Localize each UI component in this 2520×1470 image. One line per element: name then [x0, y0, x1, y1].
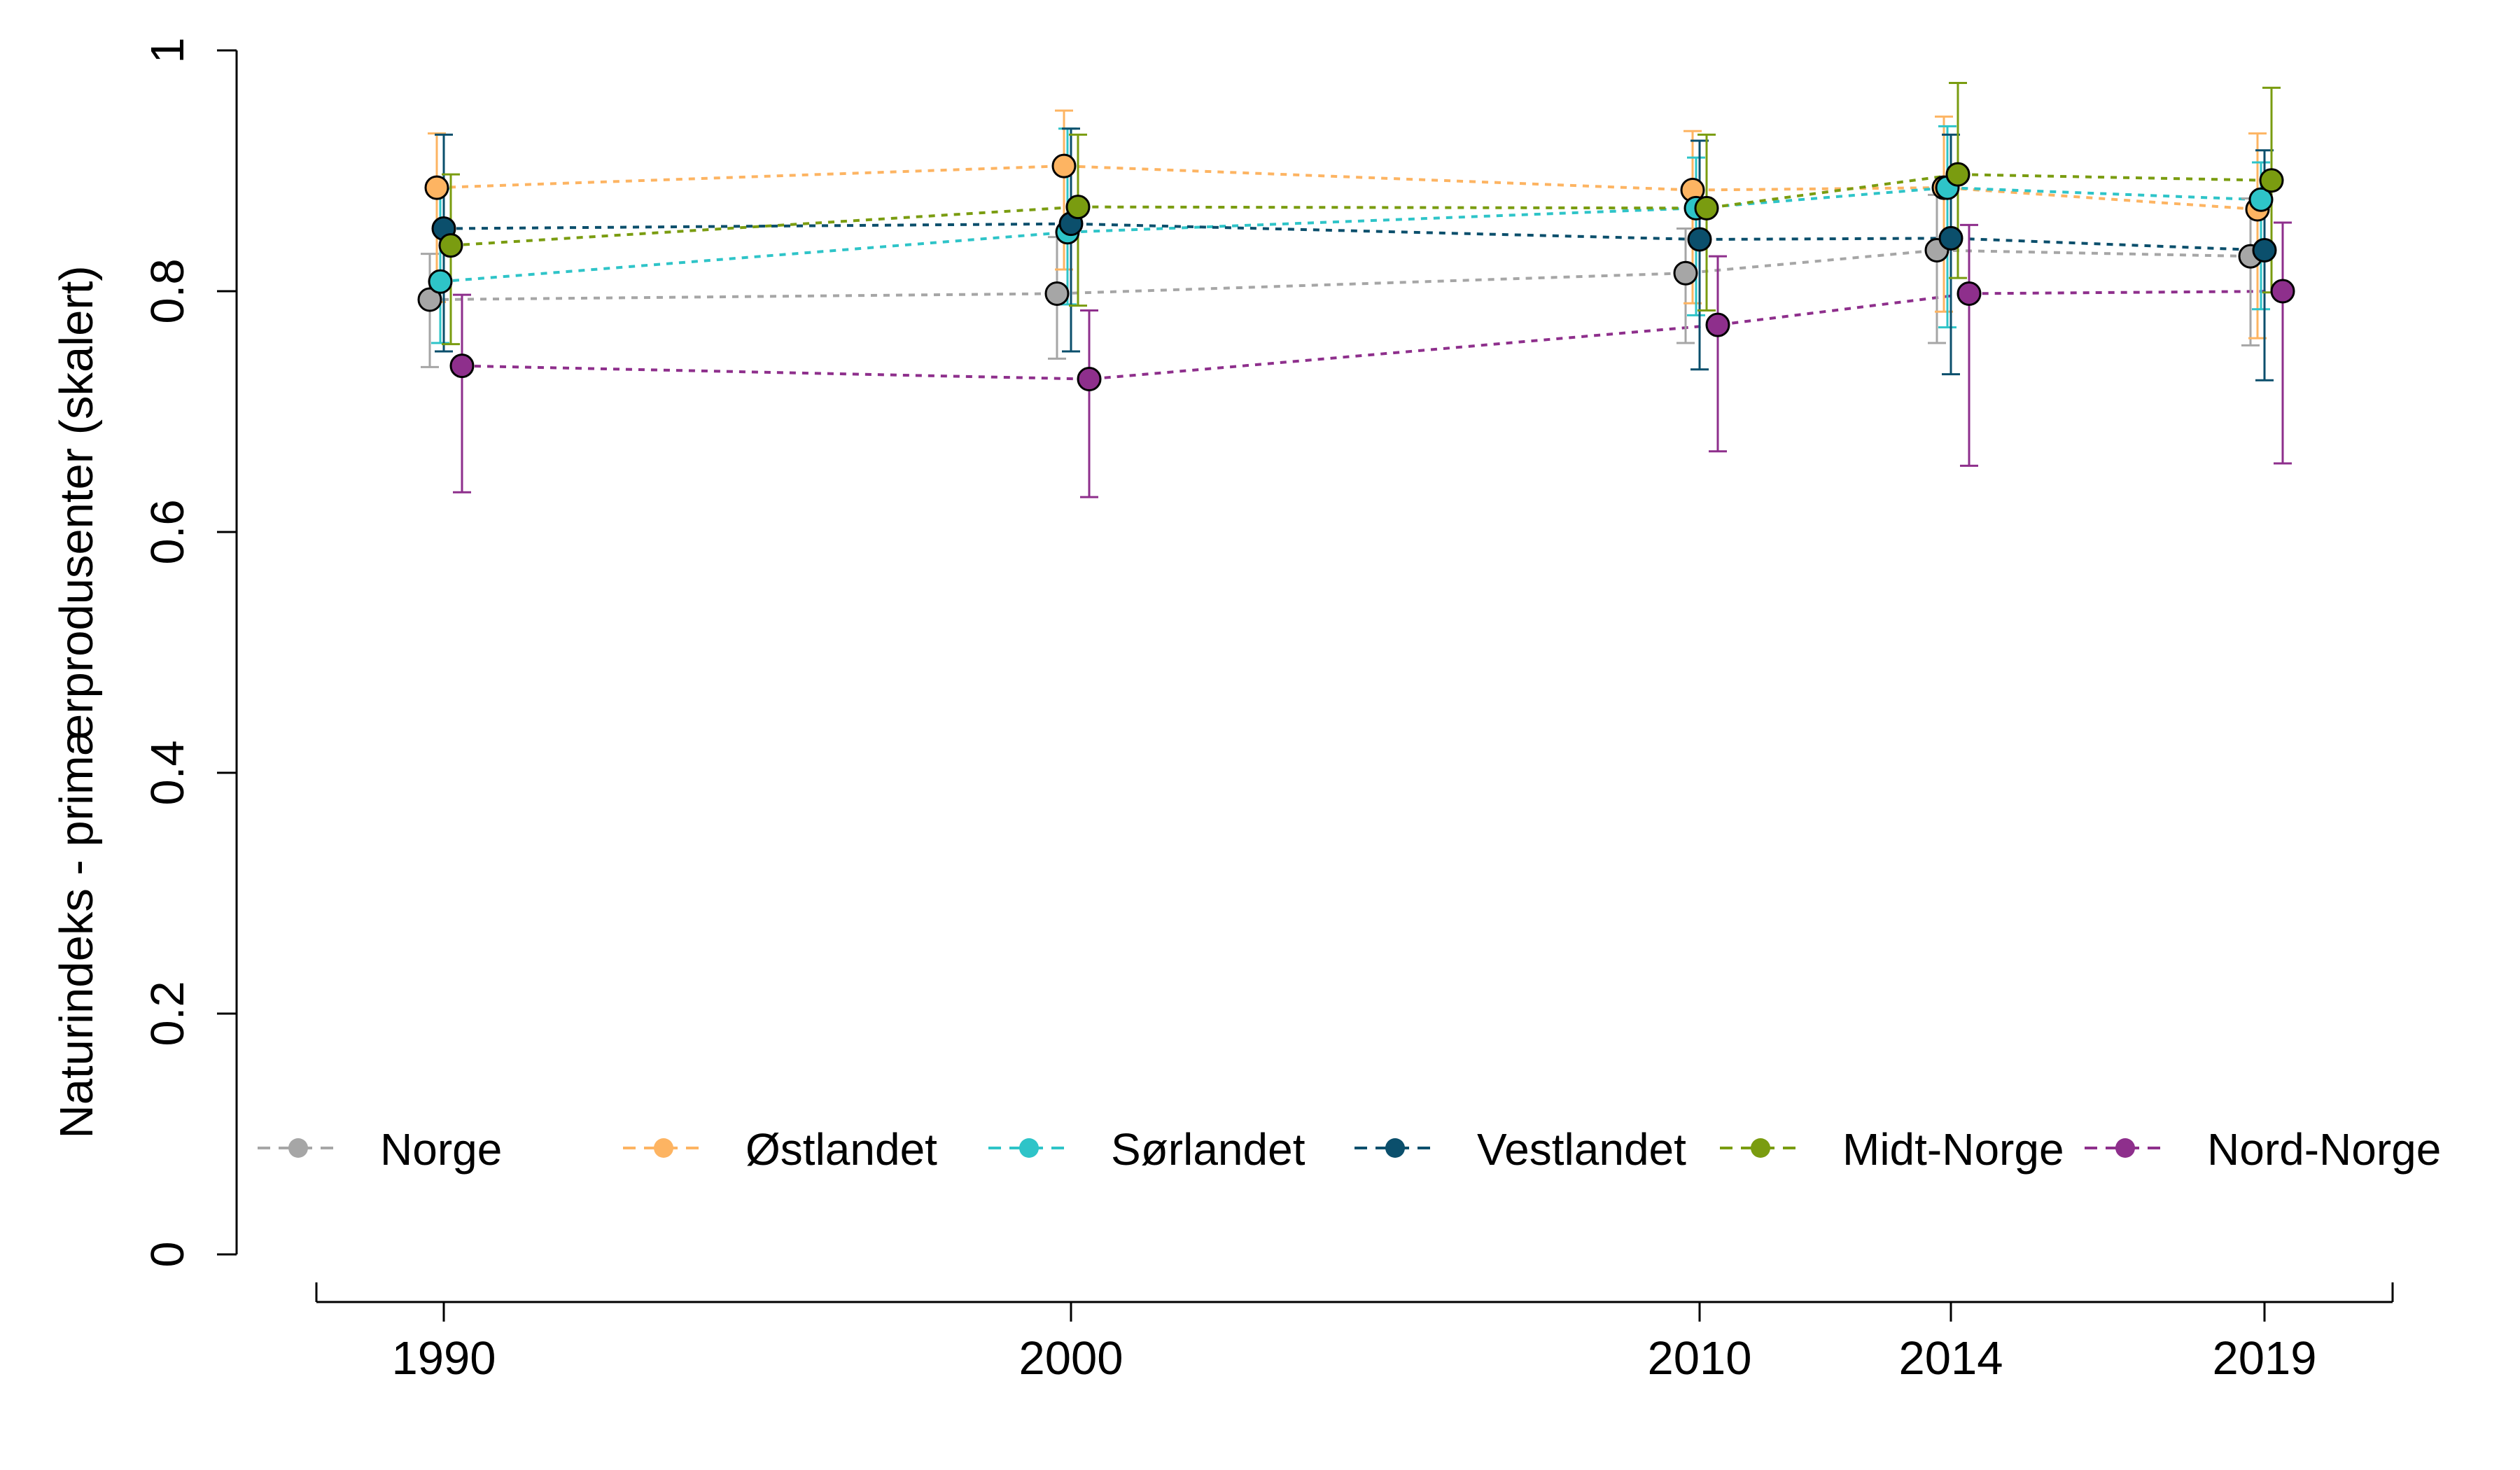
y-tick-label: 0.4	[141, 740, 194, 805]
legend-marker	[2115, 1138, 2135, 1158]
legend-item-norge: Norge	[258, 1124, 502, 1175]
data-point-sorlandet	[2248, 187, 2274, 212]
data-point-nord-norge	[449, 354, 475, 379]
legend-label: Norge	[380, 1124, 502, 1175]
data-point-vestlandet	[2252, 238, 2277, 263]
data-point-norge	[417, 287, 442, 312]
data-point-midt-norge	[438, 233, 463, 258]
errorbar-nord-norge	[1709, 255, 1727, 453]
legend-item-vestlandet: Vestlandet	[1354, 1124, 1686, 1175]
legend-label: Vestlandet	[1477, 1124, 1686, 1175]
y-axis-label: Naturindeks - primærprodusenter (skalert…	[50, 265, 103, 1138]
legend-item-sorlandet: Sørlandet	[988, 1124, 1306, 1175]
data-point-nord-norge	[2270, 279, 2295, 304]
y-axis: 0 0.2 0.4 0.6 0.8 1	[141, 37, 238, 1268]
legend-marker	[1019, 1138, 1039, 1158]
y-tick-label: 0.6	[141, 499, 194, 564]
errorbar-nord-norge	[453, 293, 471, 493]
series-line-sorlandet	[440, 186, 2262, 284]
data-point-nord-norge	[1077, 367, 1102, 392]
data-point-ostlandet	[424, 175, 449, 200]
x-tick-label: 2014	[1898, 1332, 2003, 1385]
legend-label: Sørlandet	[1111, 1124, 1306, 1175]
series-lines	[429, 164, 2283, 381]
errorbar-midt-norge	[1698, 133, 1716, 312]
x-tick-label: 2010	[1647, 1332, 1751, 1385]
series-line-nord-norge	[461, 290, 2283, 381]
errorbar-midt-norge	[442, 173, 460, 346]
legend-marker	[288, 1138, 308, 1158]
errorbar-nord-norge	[1080, 309, 1098, 498]
series-line-ostlandet	[436, 164, 2258, 211]
data-point-nord-norge	[1956, 281, 1982, 306]
legend-label: Nord-Norge	[2207, 1124, 2441, 1175]
errorbar-nord-norge	[2274, 221, 2292, 465]
x-tick-label: 2000	[1018, 1332, 1123, 1385]
legend-item-ostlandet: Østlandet	[623, 1124, 937, 1175]
legend-marker	[1751, 1138, 1770, 1158]
series-points	[417, 153, 2295, 392]
legend-label: Midt-Norge	[1842, 1124, 2064, 1175]
data-point-vestlandet	[1938, 225, 1963, 251]
y-tick-label: 0	[141, 1241, 194, 1267]
legend-marker	[654, 1138, 673, 1158]
x-axis: 1990 2000 2010 2014 2019	[315, 1282, 2394, 1385]
series-line-vestlandet	[443, 222, 2265, 252]
data-point-ostlandet	[1051, 153, 1077, 178]
series-line-norge	[429, 248, 2251, 302]
data-point-midt-norge	[1694, 195, 1719, 220]
errorbar-sorlandet	[2252, 161, 2270, 311]
y-tick-label: 0.2	[141, 981, 194, 1046]
x-tick-label: 1990	[391, 1332, 496, 1385]
data-point-vestlandet	[1687, 227, 1712, 252]
data-point-sorlandet	[428, 269, 453, 294]
errorbar-sorlandet	[431, 188, 449, 344]
y-tick-label: 0.8	[141, 258, 194, 323]
y-tick-label: 1	[141, 37, 194, 63]
legend-item-nord-norge: Nord-Norge	[2085, 1124, 2441, 1175]
legend-item-midt-norge: Midt-Norge	[1720, 1124, 2064, 1175]
data-point-midt-norge	[2259, 168, 2284, 193]
data-point-norge	[1044, 281, 1070, 306]
legend-marker	[1385, 1138, 1405, 1158]
data-point-norge	[1673, 260, 1698, 286]
data-point-nord-norge	[1705, 312, 1730, 337]
data-point-midt-norge	[1945, 162, 1970, 187]
legend: Norge Østlandet Sørlandet Vestlandet Midt-No…	[258, 1124, 2441, 1175]
x-tick-label: 2019	[2212, 1332, 2316, 1385]
data-point-midt-norge	[1065, 195, 1091, 220]
series-errorbars	[421, 81, 2292, 498]
legend-label: Østlandet	[746, 1124, 937, 1175]
series-line-midt-norge	[450, 173, 2272, 247]
errorbar-nord-norge	[1960, 223, 1978, 467]
